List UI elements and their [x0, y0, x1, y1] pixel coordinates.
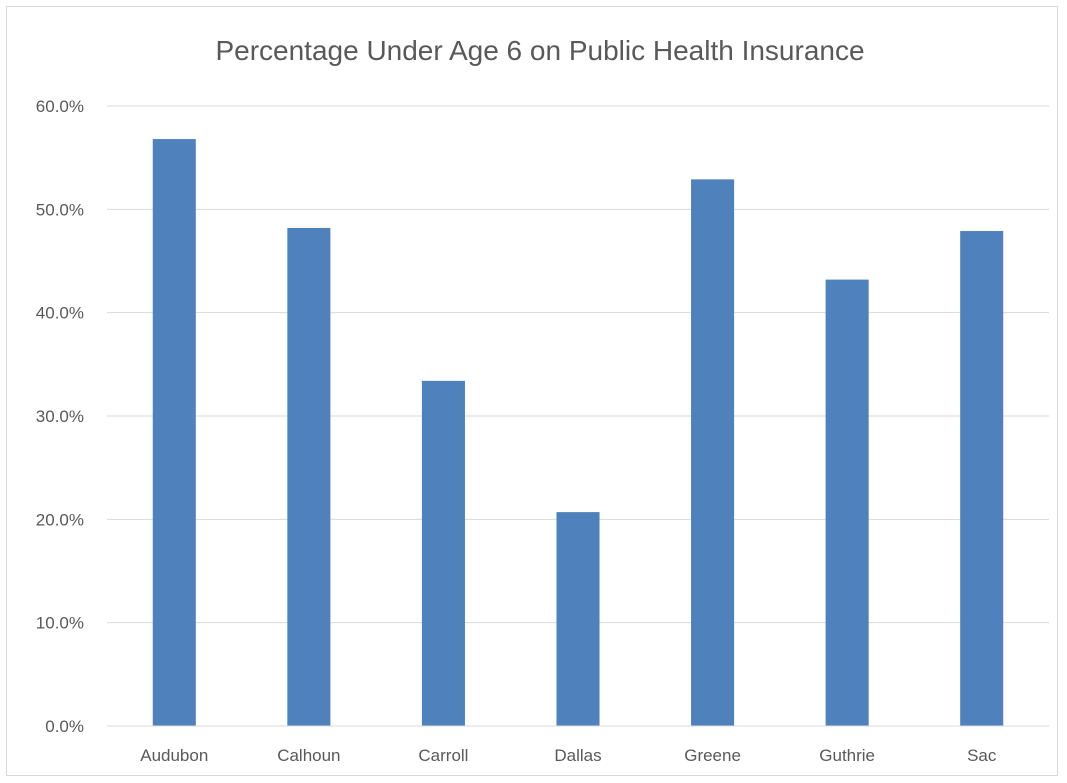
x-tick-label-sac: Sac — [967, 746, 997, 765]
y-tick-label: 40.0% — [36, 304, 84, 323]
bar-sac — [960, 231, 1004, 727]
bar-greene — [691, 179, 735, 726]
y-tick-label: 60.0% — [36, 97, 84, 116]
bar-calhoun — [287, 227, 331, 726]
x-tick-label-dallas: Dallas — [554, 746, 601, 765]
bar-audubon — [152, 139, 196, 727]
chart-title: Percentage Under Age 6 on Public Health … — [215, 35, 864, 66]
bar-dallas — [556, 512, 600, 726]
bar-guthrie — [825, 279, 869, 726]
x-tick-label-audubon: Audubon — [140, 746, 208, 765]
x-tick-label-guthrie: Guthrie — [819, 746, 875, 765]
y-tick-label: 10.0% — [36, 614, 84, 633]
y-axis-tick-labels: 0.0% 10.0% 20.0% 30.0% 40.0% 50.0% 60.0% — [36, 97, 84, 736]
y-tick-label: 30.0% — [36, 407, 84, 426]
bar-carroll — [421, 380, 465, 726]
y-tick-label: 50.0% — [36, 200, 84, 219]
y-tick-label: 20.0% — [36, 510, 84, 529]
x-tick-label-greene: Greene — [684, 746, 741, 765]
gridlines — [107, 105, 1049, 624]
x-axis-tick-labels: Audubon Calhoun Carroll Dallas Greene Guthrie… — [140, 746, 997, 765]
x-tick-label-calhoun: Calhoun — [277, 746, 340, 765]
bars — [152, 139, 1004, 727]
y-tick-label: 0.0% — [45, 717, 84, 736]
x-tick-label-carroll: Carroll — [418, 746, 468, 765]
